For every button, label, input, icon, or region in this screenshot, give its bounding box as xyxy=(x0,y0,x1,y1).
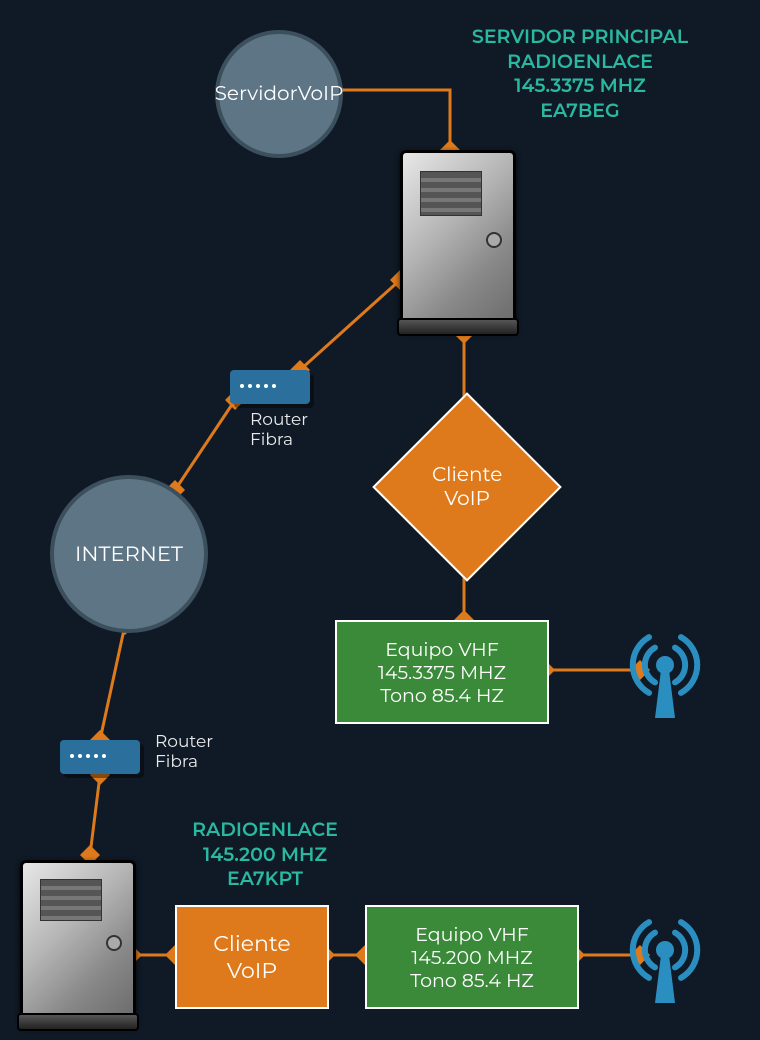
internet: INTERNET xyxy=(50,475,208,633)
antenna2-antenna-icon xyxy=(615,905,715,1010)
diamond1-line1: VoIP xyxy=(432,487,502,511)
diamond1-line0: Cliente xyxy=(432,463,502,487)
router2-label-line1: Fibra xyxy=(155,752,213,772)
servidor_voip-line0: Servidor xyxy=(215,82,298,106)
tower1-computer-icon xyxy=(400,150,516,331)
internet-line0: INTERNET xyxy=(75,542,183,567)
router1-label-line1: Fibra xyxy=(250,430,308,450)
router2-router-icon xyxy=(60,740,140,774)
tower2-computer-icon xyxy=(20,860,136,1026)
header2-line1: 145.200 MHZ xyxy=(140,843,390,868)
header1-line0: SERVIDOR PRINCIPAL xyxy=(410,25,750,50)
router2-label: RouterFibra xyxy=(155,732,213,772)
servidor_voip: ServidorVoIP xyxy=(215,30,343,158)
header2-line2: EA7KPT xyxy=(140,867,390,892)
green2-line0: Equipo VHF xyxy=(415,923,529,946)
orange2: ClienteVoIP xyxy=(175,905,329,1009)
green1: Equipo VHF145.3375 MHZTono 85.4 HZ xyxy=(335,620,549,724)
header2-line0: RADIOENLACE xyxy=(140,818,390,843)
green2-line2: Tono 85.4 HZ xyxy=(410,969,534,992)
header1-line3: EA7BEG xyxy=(410,99,750,124)
router1-router-icon xyxy=(230,370,310,404)
header1-line2: 145.3375 MHZ xyxy=(410,74,750,99)
router1-label-line0: Router xyxy=(250,410,308,430)
orange2-line0: Cliente xyxy=(213,930,290,957)
green2-line1: 145.200 MHZ xyxy=(411,946,532,969)
green1-line2: Tono 85.4 HZ xyxy=(380,684,504,707)
servidor_voip-line1: VoIP xyxy=(298,82,344,106)
router2-label-line0: Router xyxy=(155,732,213,752)
header1: SERVIDOR PRINCIPALRADIOENLACE145.3375 MH… xyxy=(410,25,750,124)
antenna1-antenna-icon xyxy=(615,620,715,725)
orange2-line1: VoIP xyxy=(227,957,277,984)
header1-line1: RADIOENLACE xyxy=(410,50,750,75)
green1-line1: 145.3375 MHZ xyxy=(378,661,506,684)
green2: Equipo VHF145.200 MHZTono 85.4 HZ xyxy=(365,905,579,1009)
green1-line0: Equipo VHF xyxy=(385,638,499,661)
header2: RADIOENLACE145.200 MHZEA7KPT xyxy=(140,818,390,892)
router1-label: RouterFibra xyxy=(250,410,308,450)
